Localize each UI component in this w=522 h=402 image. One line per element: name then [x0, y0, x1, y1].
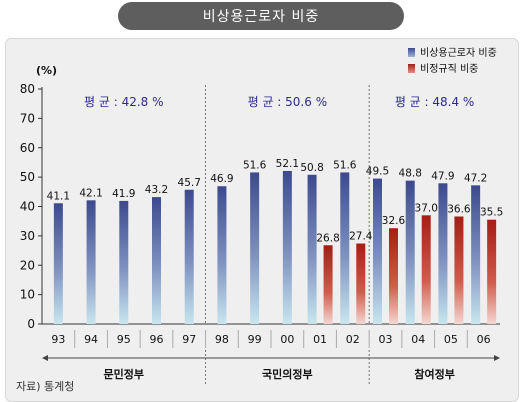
bar-nonregular-share — [184, 189, 194, 324]
data-label: 41.9 — [112, 188, 135, 200]
period-name: 문민정부 — [104, 367, 144, 381]
x-tick-label: 99 — [248, 333, 262, 346]
y-tick-label: 20 — [20, 258, 35, 272]
period-name: 참여정부 — [414, 367, 454, 381]
y-tick-label: 80 — [20, 82, 35, 96]
data-label: 27.4 — [349, 231, 373, 243]
bar-nonregular-share — [53, 203, 63, 324]
y-tick-label: 0 — [27, 317, 35, 331]
x-tick-label: 96 — [150, 333, 164, 346]
bar-nonregular-share — [152, 197, 161, 324]
bar-nonregular-share — [340, 172, 350, 324]
y-tick-label: 60 — [20, 141, 35, 155]
x-tick-label: 94 — [84, 333, 98, 346]
legend-label: 비정규직 비중 — [420, 63, 478, 75]
bar-irregular-share — [356, 243, 366, 324]
data-label: 48.8 — [399, 168, 422, 180]
bar-irregular-share — [323, 245, 333, 324]
data-label: 52.1 — [276, 158, 299, 170]
bar-irregular-share — [421, 215, 431, 324]
bar-nonregular-share — [307, 174, 317, 324]
legend-swatch — [408, 64, 415, 73]
bar-irregular-share — [487, 219, 497, 324]
bar-nonregular-share — [119, 200, 129, 324]
period-average-label: 평 균 : 50.6 % — [248, 95, 328, 109]
legend-label: 비상용근로자 비중 — [420, 47, 497, 59]
x-tick-label: 04 — [411, 333, 425, 346]
legend-swatch — [408, 48, 415, 57]
chart-title: 비상용근로자 비중 — [118, 2, 404, 30]
period-average-label: 평 균 : 42.8 % — [84, 95, 164, 109]
data-label: 50.8 — [300, 162, 323, 174]
bar-nonregular-share — [282, 170, 292, 324]
x-tick-label: 02 — [346, 333, 360, 346]
data-label: 36.6 — [447, 203, 471, 215]
x-tick-label: 00 — [280, 333, 294, 346]
bar-irregular-share — [389, 228, 398, 324]
x-tick-label: 03 — [379, 333, 393, 346]
x-tick-label: 98 — [215, 333, 229, 346]
x-tick-label: 93 — [51, 333, 65, 346]
data-label: 51.6 — [333, 159, 357, 171]
bar-nonregular-share — [217, 186, 227, 324]
bar-irregular-share — [454, 216, 464, 324]
data-label: 45.7 — [178, 177, 201, 189]
data-label: 26.8 — [316, 232, 339, 244]
bar-nonregular-share — [250, 172, 260, 324]
x-tick-label: 06 — [477, 333, 491, 346]
x-tick-label: 97 — [182, 333, 196, 346]
bar-nonregular-share — [86, 200, 96, 324]
data-label: 35.5 — [480, 207, 503, 219]
period-average-label: 평 균 : 48.4 % — [395, 95, 475, 109]
data-label: 49.5 — [366, 166, 389, 178]
data-label: 43.2 — [145, 184, 168, 196]
x-tick-label: 95 — [117, 333, 131, 346]
bar-nonregular-share — [438, 183, 448, 324]
data-label: 41.1 — [47, 190, 70, 202]
data-label: 32.6 — [382, 215, 406, 227]
bar-nonregular-share — [405, 180, 415, 324]
y-tick-label: 30 — [20, 229, 35, 243]
data-label: 46.9 — [210, 173, 233, 185]
data-label: 47.2 — [464, 172, 487, 184]
y-axis-label: (%) — [36, 64, 57, 77]
y-tick-label: 50 — [20, 170, 35, 184]
bar-nonregular-share — [471, 185, 481, 324]
source-note: 자료) 통계청 — [16, 380, 75, 393]
bar-nonregular-share — [373, 178, 382, 324]
x-tick-label: 05 — [444, 333, 458, 346]
data-label: 37.0 — [415, 202, 438, 214]
y-tick-label: 70 — [20, 111, 35, 125]
period-axis-arrow-left — [42, 355, 48, 361]
y-tick-label: 10 — [20, 288, 35, 302]
data-label: 42.1 — [79, 187, 102, 199]
y-tick-label: 40 — [20, 200, 35, 214]
period-axis-arrow-right — [494, 355, 500, 361]
x-tick-label: 01 — [313, 333, 327, 346]
data-label: 51.6 — [243, 159, 267, 171]
period-name: 국민의정부 — [262, 367, 313, 381]
data-label: 47.9 — [431, 170, 454, 182]
